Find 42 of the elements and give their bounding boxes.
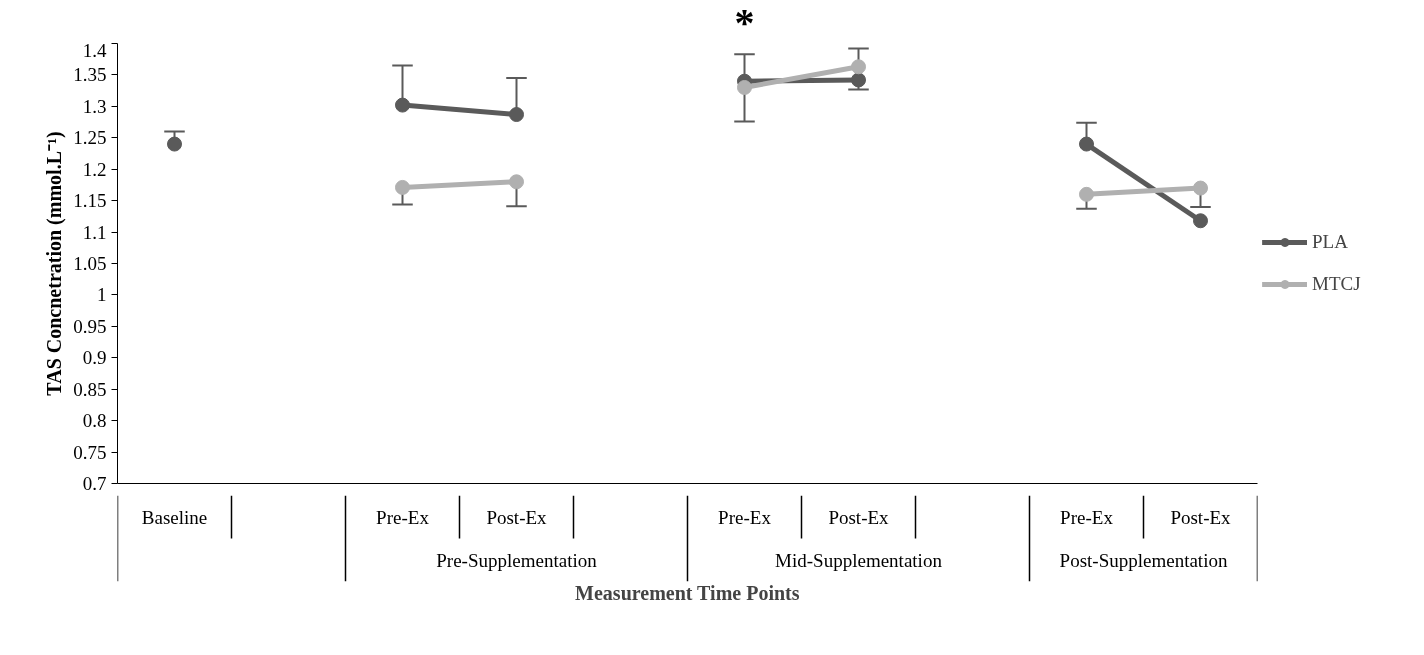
y-tick-label: 0.75 bbox=[73, 441, 107, 463]
y-tick-label: 1.35 bbox=[73, 64, 107, 86]
y-tick-label: 0.85 bbox=[73, 378, 107, 400]
x-tick-label: Baseline bbox=[141, 506, 208, 528]
x-tick-label: Post-Ex bbox=[1170, 506, 1232, 528]
point bbox=[395, 97, 410, 113]
point bbox=[167, 136, 182, 152]
point bbox=[737, 80, 752, 95]
text: Post-Supplementation bbox=[1059, 549, 1228, 571]
point bbox=[1079, 136, 1094, 152]
y-tick-label: 1.05 bbox=[73, 253, 107, 274]
x-axis-title: Measurement Time Points bbox=[575, 581, 800, 604]
y-tick-label: 0.7 bbox=[82, 473, 107, 494]
x-tick-label: Post-Ex bbox=[828, 506, 890, 528]
y-tick-label: 1.1 bbox=[82, 221, 107, 243]
point bbox=[395, 179, 410, 195]
point bbox=[1193, 180, 1208, 196]
point bbox=[851, 59, 866, 75]
text: Pre-Supplementation bbox=[436, 549, 598, 571]
point bbox=[851, 72, 866, 88]
point bbox=[509, 174, 524, 190]
y-tick-label: 1.15 bbox=[73, 190, 107, 212]
point bbox=[1079, 186, 1094, 202]
legend-label: MTCJ bbox=[1312, 273, 1361, 295]
y-tick-label: 1.4 bbox=[82, 39, 107, 61]
x-tick-label: Pre-Ex bbox=[718, 506, 772, 528]
legend-label: PLA bbox=[1312, 231, 1348, 253]
x-tick-label: Post-Ex bbox=[486, 506, 548, 528]
y-tick-label: 1.25 bbox=[73, 127, 107, 149]
annotation: * bbox=[734, 0, 755, 45]
point bbox=[509, 107, 524, 123]
y-tick-label: 0.9 bbox=[82, 347, 107, 369]
point bbox=[1193, 213, 1208, 229]
y-axis-title: TAS Concnetration (mmol.L⁻¹) bbox=[43, 131, 67, 396]
text: Mid-Supplementation bbox=[775, 549, 943, 571]
y-tick-label: 0.8 bbox=[82, 410, 107, 432]
x-tick-label: Pre-Ex bbox=[376, 506, 430, 528]
y-tick-label: 1.3 bbox=[82, 95, 107, 117]
x-tick-label: Pre-Ex bbox=[1060, 506, 1114, 528]
y-tick-label: 1.2 bbox=[82, 158, 107, 180]
y-tick-label: 1 bbox=[97, 284, 107, 306]
y-tick-label: 0.95 bbox=[73, 315, 107, 337]
